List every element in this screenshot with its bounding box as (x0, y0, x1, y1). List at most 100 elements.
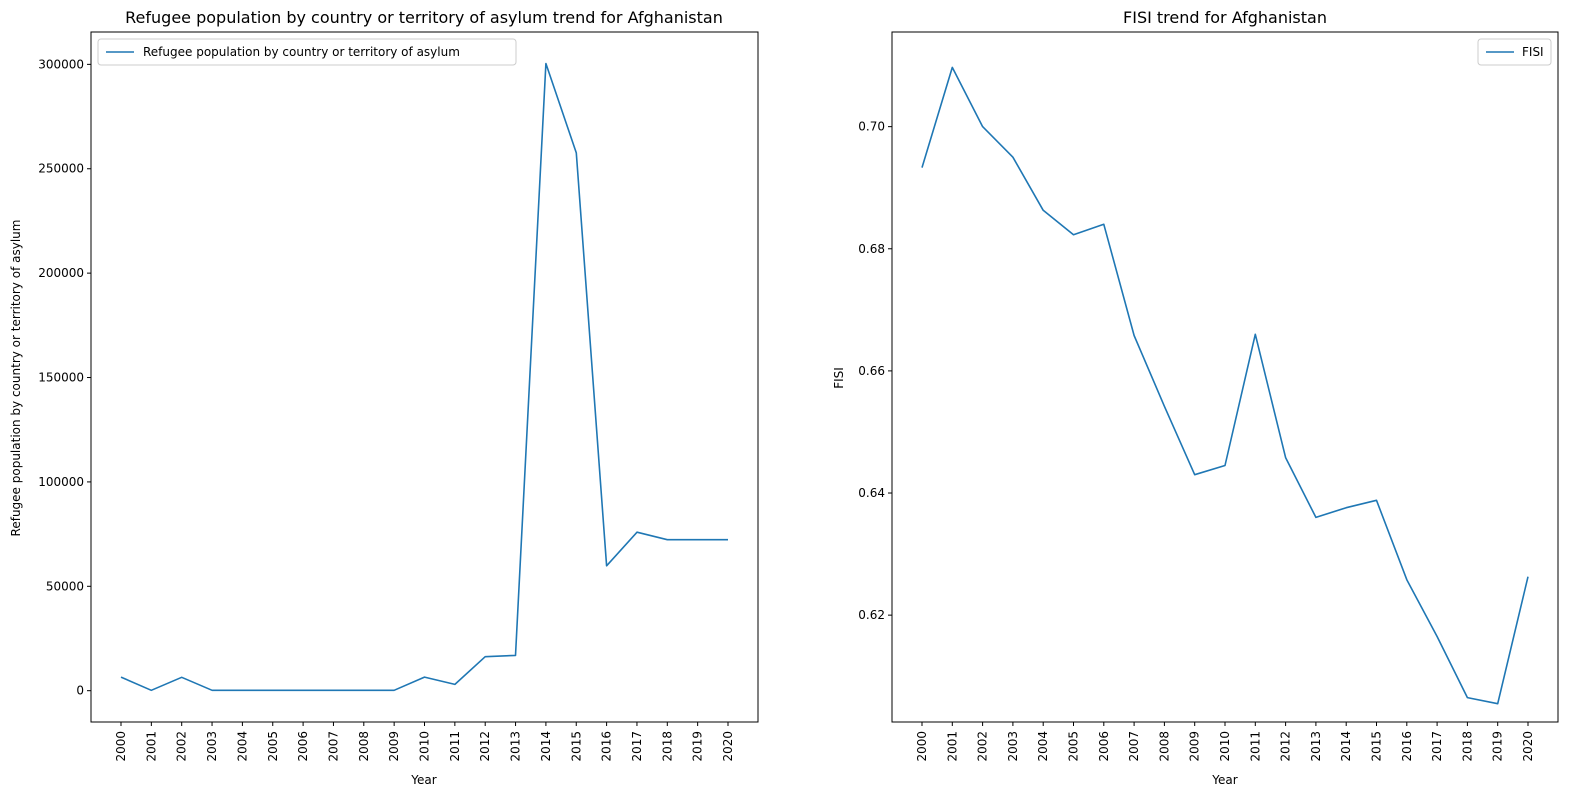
refugee-legend: Refugee population by country or territo… (97, 38, 517, 66)
fisi-data-point (1314, 515, 1318, 519)
fisi-data-point (1496, 702, 1500, 706)
refugee-x-tick-label: 2009 (387, 731, 401, 762)
fisi-data-point (1465, 696, 1469, 700)
refugee-y-tick-label: 200000 (38, 266, 84, 280)
refugee-data-point (331, 688, 335, 692)
refugee-x-axis-label: Year (410, 773, 436, 787)
refugee-x-tick-label: 2019 (691, 731, 705, 762)
fisi-data-point (1344, 506, 1348, 510)
refugee-x-tick-label: 2010 (418, 731, 432, 762)
fisi-x-tick-label: 2017 (1430, 731, 1444, 762)
fisi-x-tick-label: 2008 (1157, 731, 1171, 762)
fisi-legend-box (1477, 38, 1552, 66)
refugee-x-tick-label: 2014 (539, 731, 553, 762)
refugee-x-tick-label: 2013 (509, 731, 523, 762)
fisi-data-point (1526, 575, 1530, 579)
refugee-data-point (635, 530, 639, 534)
refugee-y-tick-label: 100000 (38, 475, 84, 489)
fisi-chart-panel: FISI trend for Afghanistan Year FISI 200… (832, 8, 1559, 787)
refugee-data-point (453, 682, 457, 686)
fisi-data-point (981, 125, 985, 129)
fisi-chart-title: FISI trend for Afghanistan (1123, 8, 1327, 27)
refugee-y-tick-label: 250000 (38, 162, 84, 176)
fisi-y-tick-label: 0.64 (858, 486, 885, 500)
fisi-x-tick-label: 2006 (1097, 731, 1111, 762)
refugee-x-tick-label: 2000 (114, 731, 128, 762)
fisi-x-tick-label: 2015 (1370, 731, 1384, 762)
fisi-data-point (920, 166, 924, 170)
refugee-data-point (544, 62, 548, 66)
refugee-data-point (696, 538, 700, 542)
refugee-chart-panel: Refugee population by country or territo… (9, 8, 759, 787)
fisi-y-tick-label: 0.68 (858, 242, 885, 256)
fisi-data-point (1011, 155, 1015, 159)
fisi-data-point (1162, 404, 1166, 408)
refugee-x-tick-label: 2003 (205, 731, 219, 762)
fisi-plot-frame (891, 31, 1559, 723)
fisi-data-point (1193, 473, 1197, 477)
fisi-data-point (1072, 233, 1076, 237)
fisi-x-tick-label: 2007 (1127, 731, 1141, 762)
refugee-y-axis-label: Refugee population by country or territo… (9, 220, 23, 537)
fisi-x-tick-label: 2002 (976, 731, 990, 762)
fisi-data-point (1102, 222, 1106, 226)
fisi-data-point (1435, 635, 1439, 639)
fisi-data-point (1132, 333, 1136, 337)
refugee-x-tick-label: 2002 (175, 731, 189, 762)
fisi-data-point (1284, 456, 1288, 460)
refugee-x-tick-label: 2006 (296, 731, 310, 762)
fisi-legend-label: FISI (1522, 45, 1544, 59)
refugee-y-tick-label: 300000 (38, 57, 84, 71)
refugee-legend-label: Refugee population by country or territo… (143, 45, 460, 59)
refugee-x-tick-label: 2012 (478, 731, 492, 762)
refugee-data-point (665, 538, 669, 542)
refugee-ticks: 2000 2001 2002 2003 2004 2005 2006 2007 2008 2009… (38, 57, 735, 761)
refugee-data-point (483, 655, 487, 659)
refugee-plot-frame (90, 31, 759, 723)
fisi-data-point (1375, 498, 1379, 502)
refugee-data-point (726, 538, 730, 542)
refugee-data-point (180, 675, 184, 679)
refugee-data-point (271, 688, 275, 692)
refugee-x-tick-label: 2017 (630, 731, 644, 762)
refugee-y-tick-label: 50000 (46, 579, 84, 593)
fisi-y-tick-label: 0.70 (858, 120, 885, 134)
fisi-data-point (1223, 464, 1227, 468)
fisi-x-tick-label: 2001 (945, 731, 959, 762)
refugee-x-tick-label: 2018 (660, 731, 674, 762)
refugee-x-tick-label: 2005 (266, 731, 280, 762)
fisi-series-line (921, 66, 1529, 705)
refugee-x-tick-label: 2004 (235, 731, 249, 762)
fisi-x-tick-label: 2005 (1067, 731, 1081, 762)
refugee-data-point (605, 564, 609, 568)
refugee-data-point (149, 688, 153, 692)
fisi-x-tick-label: 2009 (1188, 731, 1202, 762)
refugee-x-tick-label: 2008 (357, 731, 371, 762)
fisi-legend: FISI (1477, 38, 1552, 66)
fisi-x-tick-label: 2012 (1279, 731, 1293, 762)
fisi-x-tick-label: 2020 (1521, 731, 1535, 762)
fisi-x-tick-label: 2000 (915, 731, 929, 762)
fisi-x-tick-label: 2014 (1339, 731, 1353, 762)
fisi-x-tick-label: 2016 (1400, 731, 1414, 762)
refugee-chart-title: Refugee population by country or territo… (125, 8, 723, 27)
refugee-data-point (301, 688, 305, 692)
refugee-x-tick-label: 2016 (600, 731, 614, 762)
fisi-data-point (1041, 208, 1045, 212)
refugee-data-point (514, 653, 518, 657)
refugee-data-point (119, 675, 123, 679)
refugee-legend-box (97, 38, 517, 66)
refugee-data-point (240, 688, 244, 692)
refugee-x-tick-label: 2015 (569, 731, 583, 762)
refugee-x-tick-label: 2020 (721, 731, 735, 762)
fisi-data-point (1405, 578, 1409, 582)
fisi-ticks: 2000 2001 2002 2003 2004 2005 2006 2007 2008 2009… (858, 120, 1535, 762)
fisi-y-tick-label: 0.66 (858, 364, 885, 378)
fisi-data-point (950, 65, 954, 69)
fisi-x-tick-label: 2013 (1309, 731, 1323, 762)
refugee-y-tick-label: 0 (76, 684, 84, 698)
fisi-x-tick-label: 2011 (1248, 731, 1262, 762)
refugee-data-point (210, 688, 214, 692)
refugee-y-tick-label: 150000 (38, 371, 84, 385)
